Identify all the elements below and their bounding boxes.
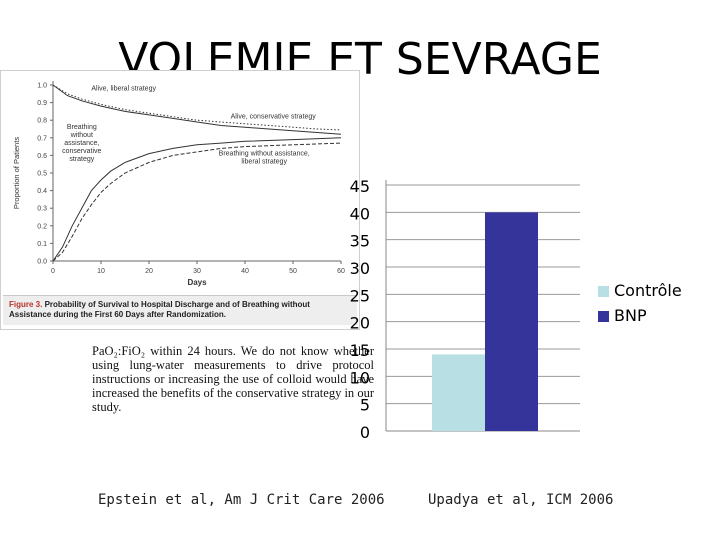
x-tick-label: 30 xyxy=(193,268,201,275)
y-tick-label: 0.2 xyxy=(37,223,47,230)
y-tick-label: 1.0 xyxy=(37,83,47,90)
x-tick-label: 40 xyxy=(241,268,249,275)
figure-caption: Figure 3. Probability of Survival to Hos… xyxy=(3,295,357,325)
y-tick-label: 0.7 xyxy=(37,135,47,142)
y-tick-label: 0.6 xyxy=(37,153,47,160)
bar-contrle xyxy=(432,354,485,431)
x-tick-label: 0 xyxy=(51,268,55,275)
series-line-1 xyxy=(52,84,342,131)
y-tick-label: 0.0 xyxy=(37,259,47,266)
bar-bnp xyxy=(485,212,538,431)
y-tick-label: 15 xyxy=(350,341,370,360)
series-annotation-2: Breathing without assistance, conservative s… xyxy=(62,124,101,163)
y-tick-label: 40 xyxy=(350,204,370,223)
x-tick-label: 10 xyxy=(97,268,105,275)
citation-right: Upadya et al, ICM 2006 xyxy=(428,492,614,508)
legend-label-1: BNP xyxy=(614,306,647,325)
y-tick-label: 0.8 xyxy=(37,118,47,125)
y-axis-label: Proportion of Patients xyxy=(12,137,21,209)
y-tick-label: 25 xyxy=(350,286,370,305)
series-line-2 xyxy=(52,137,342,262)
y-tick-label: 0.9 xyxy=(37,100,47,107)
legend-label-0: Contrôle xyxy=(614,281,682,300)
y-tick-label: 0.1 xyxy=(37,241,47,248)
y-tick-label: 10 xyxy=(350,368,370,387)
survival-figure: 0.0 0.1 0.2 0.3 0.4 0.5 0.6 0.7 0.8 0.9 1.0 0 10 20 30… xyxy=(0,70,360,330)
survival-line-chart: 0.0 0.1 0.2 0.3 0.4 0.5 0.6 0.7 0.8 0.9 1.0 0 10 20 30… xyxy=(12,81,345,287)
y-tick-label: 35 xyxy=(350,232,370,251)
citation-left: Epstein et al, Am J Crit Care 2006 xyxy=(98,492,385,508)
series-line-3 xyxy=(52,142,342,262)
figure-caption-text: Probability of Survival to Hospital Disc… xyxy=(9,300,310,320)
x-tick-label: 60 xyxy=(337,268,345,275)
series-line-0 xyxy=(52,84,342,135)
y-tick-label: 0 xyxy=(360,423,370,442)
y-tick-label: 30 xyxy=(350,259,370,278)
y-tick-label: 5 xyxy=(360,396,370,415)
x-axis-label: Days xyxy=(187,278,207,287)
legend-swatch-1 xyxy=(598,311,609,322)
x-tick-label: 50 xyxy=(289,268,297,275)
y-tick-label: 0.5 xyxy=(37,171,47,178)
legend-swatch-0 xyxy=(598,286,609,297)
bnp-bar-chart: 0 5 10 15 20 25 30 35 40 45 Contrôle BNP xyxy=(350,177,682,442)
x-tick-label: 20 xyxy=(145,268,153,275)
y-tick-label: 45 xyxy=(350,177,370,196)
y-tick-label: 20 xyxy=(350,314,370,333)
series-annotation-1: Alive, conservative strategy xyxy=(231,113,317,120)
series-annotation-0: Alive, liberal strategy xyxy=(91,85,156,92)
y-tick-label: 0.4 xyxy=(37,188,47,195)
article-excerpt: PaO₂:FiO₂ within 24 hours. We do not kno… xyxy=(92,344,374,414)
series-annotation-3: Breathing without assistance, liberal str… xyxy=(219,150,310,165)
figure-caption-label: Figure 3. xyxy=(9,300,43,309)
y-tick-label: 0.3 xyxy=(37,206,47,213)
